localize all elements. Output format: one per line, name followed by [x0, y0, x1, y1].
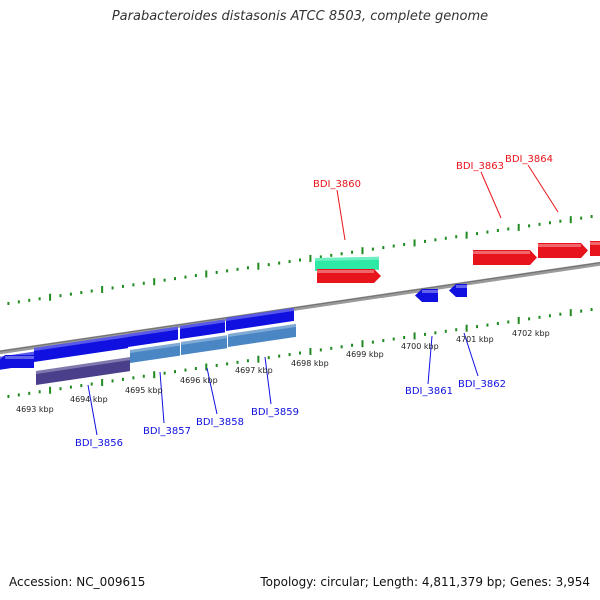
genome-summary-text: Topology: circular; Length: 4,811,379 bp…: [260, 575, 590, 589]
kbp-label: 4701 kbp: [456, 335, 494, 344]
kbp-label: 4696 kbp: [180, 376, 218, 385]
gene-bdi-3860: [315, 256, 379, 271]
map-title: Parabacteroides distasonis ATCC 8503, co…: [111, 9, 489, 24]
leader-line: [336, 189, 346, 241]
gene-bdi-3862: [449, 284, 467, 297]
gene-label: BDI_3861: [405, 386, 453, 397]
leader-line: [87, 384, 98, 436]
gene-bdi-3863: [473, 250, 537, 265]
gene-label: BDI_3862: [458, 379, 506, 390]
leader-line: [206, 367, 218, 415]
gene-forward: [590, 241, 600, 256]
gene-label: BDI_3863: [456, 161, 504, 172]
kbp-label: 4702 kbp: [512, 329, 550, 338]
gene-label: BDI_3857: [143, 426, 191, 437]
gene-label: BDI_3856: [75, 438, 123, 449]
genome-backbone: [0, 261, 600, 355]
kbp-label: 4700 kbp: [401, 342, 439, 351]
leader-line: [427, 335, 433, 385]
kbp-label: 4699 kbp: [346, 350, 384, 359]
feature-band-light: [130, 342, 180, 363]
feature-band-dark: [36, 357, 130, 385]
gene-bdi-3857: [128, 326, 178, 347]
leader-line: [463, 332, 479, 377]
gene-label: BDI_3860: [313, 179, 361, 190]
leader-line: [264, 356, 272, 405]
kbp-label: 4693 kbp: [16, 405, 54, 414]
leader-line: [480, 171, 502, 219]
tick-row-lower: [7, 308, 593, 398]
gene-bdi-3861: [415, 289, 438, 302]
kbp-label: 4695 kbp: [125, 386, 163, 395]
gene-bdi-3864: [538, 243, 588, 258]
tick-rows: [7, 215, 593, 398]
kbp-label: 4698 kbp: [291, 359, 329, 368]
gene-bdi-3856: [34, 334, 128, 362]
gene-features: [0, 241, 600, 385]
tick-row-upper: [7, 215, 593, 305]
feature-band-light: [181, 335, 227, 355]
gene-bdi-3858: [180, 319, 225, 339]
kbp-label: 4694 kbp: [70, 395, 108, 404]
gene-reverse: [0, 355, 34, 368]
kbp-label: 4697 kbp: [235, 366, 273, 375]
accession-text: Accession: NC_009615: [9, 575, 146, 589]
gene-forward: [317, 269, 381, 283]
gene-label: BDI_3858: [196, 417, 244, 428]
gene-label: BDI_3864: [505, 154, 553, 165]
gene-label: BDI_3859: [251, 407, 299, 418]
feature-band-light: [228, 323, 296, 347]
leader-line: [527, 164, 559, 213]
gene-bdi-3859: [226, 307, 294, 331]
leader-line: [159, 371, 165, 424]
